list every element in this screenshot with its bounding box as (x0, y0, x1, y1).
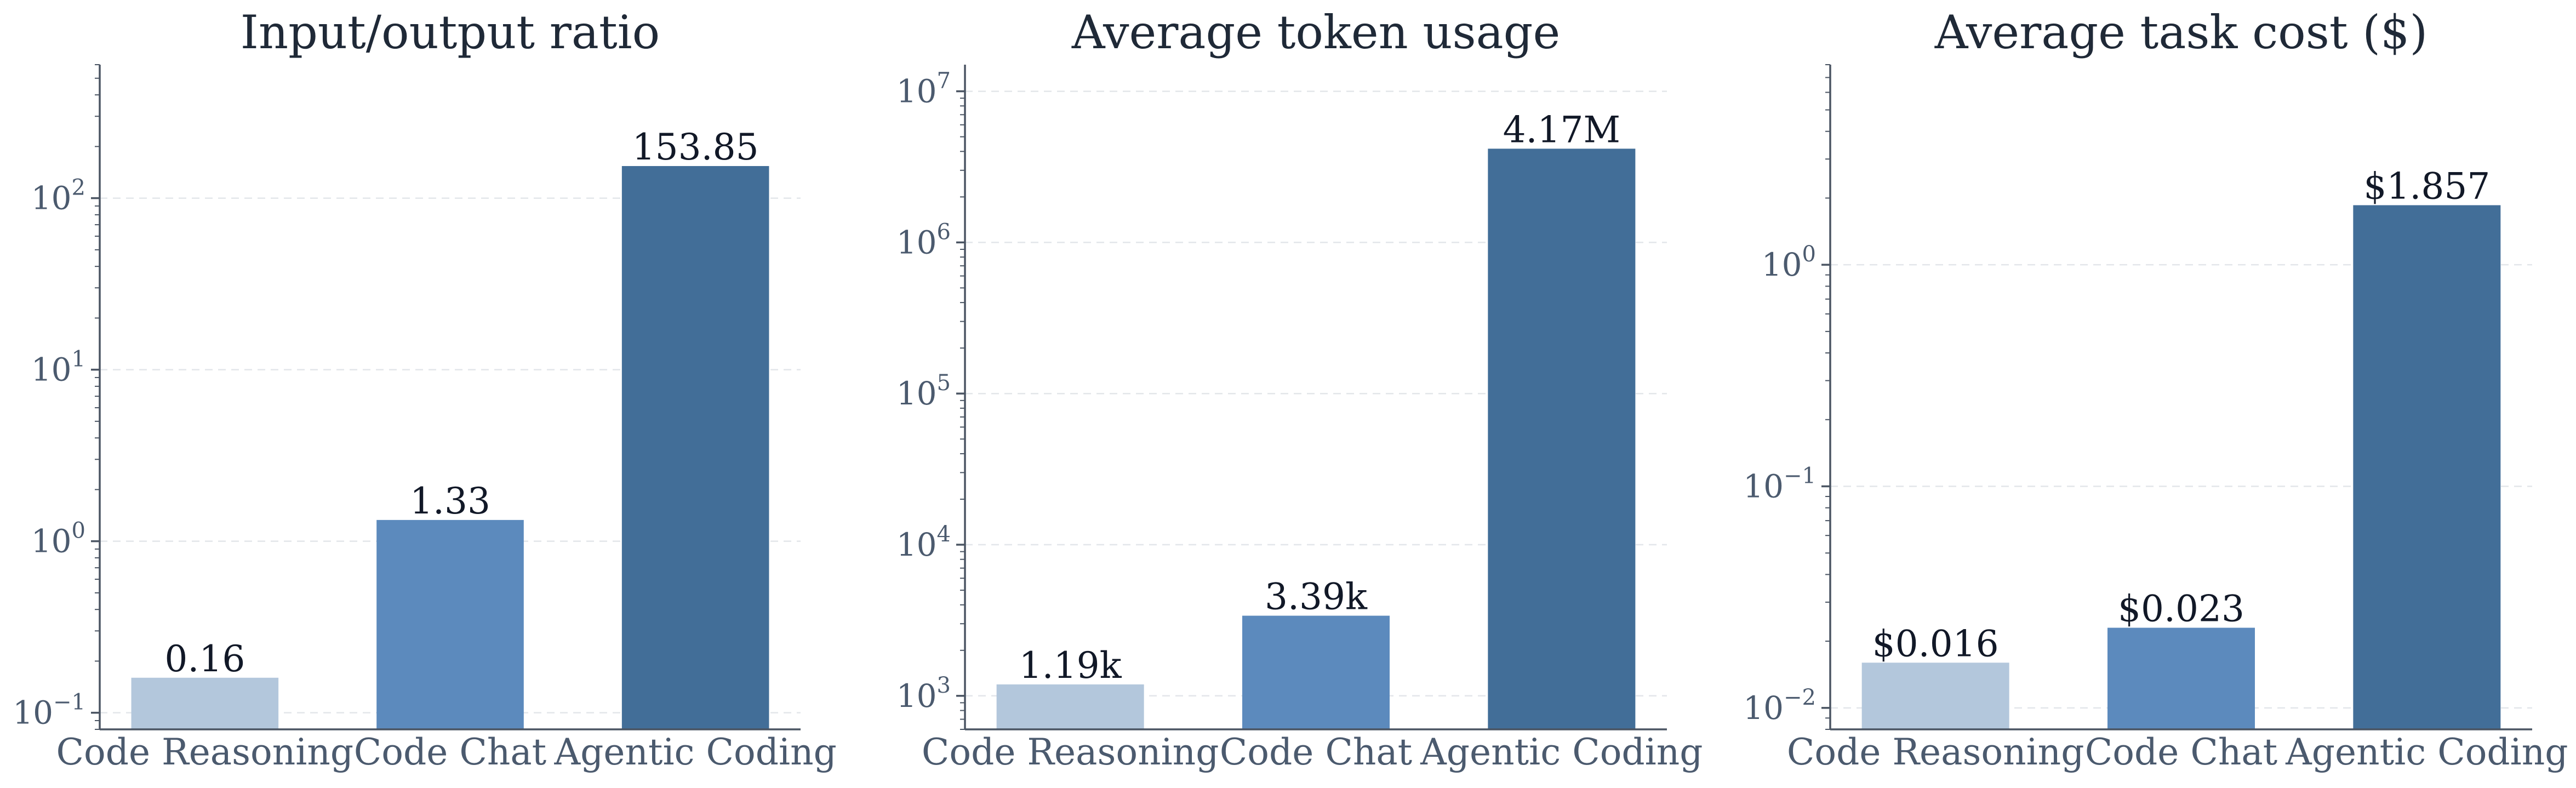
bar-code-reasoning (131, 677, 279, 729)
x-category-label: Code Reasoning (922, 731, 1219, 773)
bar-value-label: $1.857 (2363, 165, 2490, 207)
y-tick-label: 100 (1762, 242, 1816, 283)
x-category-label: Agentic Coding (553, 731, 836, 773)
y-tick-label: 106 (896, 219, 951, 261)
y-tick-label: 107 (896, 68, 951, 110)
bar-code-chat (376, 519, 524, 729)
x-category-label: Code Chat (1220, 731, 1412, 773)
x-category-label: Code Chat (354, 731, 546, 773)
y-tick-label: 105 (896, 370, 951, 412)
bar-value-label: 3.39k (1265, 576, 1368, 618)
bar-agentic-coding (621, 166, 769, 729)
bar-code-reasoning (996, 684, 1144, 729)
bar-code-chat (2107, 627, 2255, 729)
bar-value-label: 153.85 (632, 126, 759, 168)
chart-panel-2: Average token usage 103 104 105 106 107 1.19k C… (896, 5, 1703, 773)
chart-panel-1: Input/output ratio 10−1 100 101 102 0.16 Code … (13, 5, 837, 773)
x-category-label: Code Reasoning (56, 731, 354, 773)
bar-value-label: 1.19k (1019, 644, 1122, 687)
bar-value-label: 4.17M (1503, 109, 1621, 151)
y-tick-label: 104 (896, 522, 951, 563)
x-category-label: Agentic Coding (1420, 731, 1703, 773)
bar-value-label: 1.33 (410, 480, 490, 522)
y-tick-label: 102 (31, 175, 85, 217)
y-tick-label: 100 (31, 518, 85, 560)
bar-agentic-coding (1488, 149, 1636, 730)
y-tick-label: 10−2 (1743, 685, 1816, 727)
bar-code-reasoning (1861, 663, 2009, 729)
bar-value-label: $0.023 (2118, 588, 2244, 630)
bar-agentic-coding (2353, 205, 2501, 729)
y-tick-label: 101 (31, 347, 85, 389)
chart-title: Average token usage (1071, 5, 1560, 59)
x-category-label: Code Reasoning (1787, 731, 2084, 773)
chart-title: Input/output ratio (241, 5, 660, 59)
bar-value-label: 0.16 (164, 638, 245, 680)
y-tick-label: 10−1 (1743, 463, 1816, 505)
y-tick-label: 103 (896, 673, 951, 715)
chart-panel-3: Average task cost ($) 10−2 10−1 100 $0.016 Co… (1743, 5, 2568, 773)
chart-title: Average task cost ($) (1934, 5, 2428, 59)
bar-value-label: $0.016 (1872, 623, 1999, 665)
y-tick-label: 10−1 (13, 690, 85, 732)
bar-code-chat (1242, 615, 1390, 729)
x-category-label: Agentic Coding (2285, 731, 2568, 773)
x-category-label: Code Chat (2085, 731, 2277, 773)
